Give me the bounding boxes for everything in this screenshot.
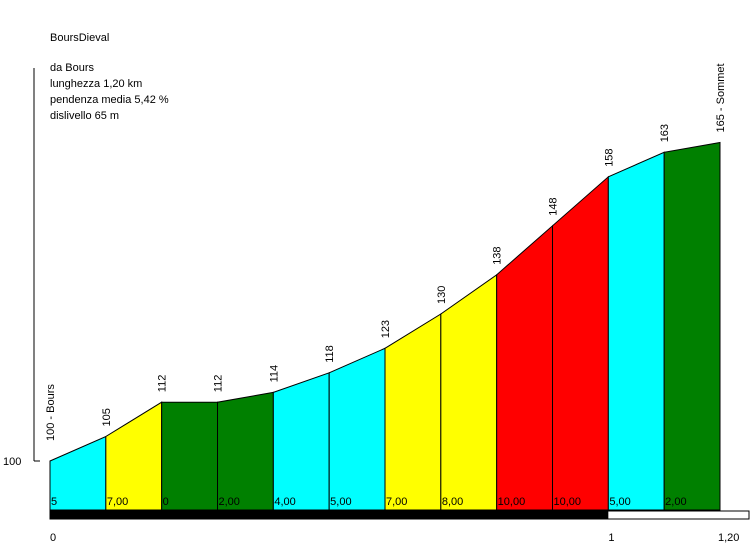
gradient-segment-5	[272, 372, 330, 511]
y-axis-tick-label: 100	[3, 456, 21, 468]
km-bar	[49, 510, 750, 520]
gradient-label-4: 2,00	[219, 496, 240, 508]
elevation-label-9: 138	[492, 246, 504, 264]
elevation-labels: 100 - Bours 105 112 112 114 118 123 130 138 148 15…	[45, 63, 727, 441]
gradient-segment-8	[440, 273, 498, 511]
gradient-segment-11	[607, 151, 665, 511]
gradient-label-7: 7,00	[386, 496, 407, 508]
elevation-label-3: 112	[157, 375, 169, 393]
info-length: lunghezza 1,20 km	[50, 78, 142, 90]
gradient-label-11: 5,00	[609, 496, 630, 508]
gradient-label-5: 4,00	[274, 496, 295, 508]
chart-title: BoursDieval	[50, 32, 109, 44]
gradient-segment-9	[496, 224, 553, 511]
gradient-label-9: 10,00	[498, 496, 526, 508]
gradient-segment-7	[384, 313, 442, 511]
gradient-segments	[49, 141, 721, 511]
elevation-label-5: 114	[268, 365, 280, 383]
info-start: da Bours	[50, 62, 95, 74]
elevation-label-13: 165 - Sommet	[715, 63, 727, 132]
elevation-label-10: 148	[548, 197, 560, 215]
elevation-label-8: 130	[436, 286, 448, 304]
gradient-label-10: 10,00	[554, 496, 582, 508]
elevation-label-4: 112	[213, 375, 225, 393]
gradient-label-2: 7,00	[107, 496, 128, 508]
km-bar-segment-1	[50, 511, 609, 519]
gradient-segment-4	[217, 391, 274, 511]
gradient-segment-6	[328, 347, 386, 511]
gradient-label-8: 8,00	[442, 496, 463, 508]
elevation-label-1: 100 - Bours	[45, 384, 57, 441]
gradient-label-1: 5	[51, 496, 57, 508]
info-avg-gradient: pendenza media 5,42 %	[50, 94, 169, 106]
gradient-segment-2	[105, 401, 163, 511]
x-tick-label-2: 1	[608, 532, 614, 544]
elevation-label-7: 123	[380, 320, 392, 338]
gradient-segment-10	[552, 175, 609, 511]
gradient-label-12: 2,00	[665, 496, 686, 508]
x-axis-ticks: 0 1 1,20	[50, 532, 739, 544]
elevation-label-2: 105	[101, 408, 113, 426]
gradient-segment-3	[161, 401, 218, 511]
elevation-label-6: 118	[324, 345, 336, 363]
gradient-labels: 5 7,00 0 2,00 4,00 5,00 7,00 8,00 10,00 10,00 5,00…	[51, 496, 687, 508]
elevation-label-12: 163	[659, 124, 671, 142]
gradient-label-3: 0	[163, 496, 169, 508]
gradient-segment-12	[663, 141, 721, 511]
x-tick-label-1: 0	[50, 532, 56, 544]
gradient-segment-1	[49, 435, 107, 511]
elevation-label-11: 158	[603, 148, 615, 166]
info-elevation-gain: dislivello 65 m	[50, 110, 119, 122]
x-tick-label-3: 1,20	[718, 532, 739, 544]
gradient-label-6: 5,00	[330, 496, 351, 508]
title-block: BoursDieval da Bours lunghezza 1,20 km p…	[50, 32, 169, 122]
